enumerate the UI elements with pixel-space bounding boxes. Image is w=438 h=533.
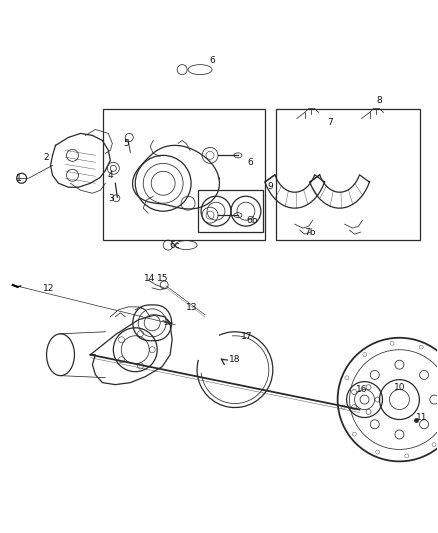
Bar (198, 190, 263, 232)
Text: 13: 13 (186, 303, 198, 312)
Text: 6: 6 (209, 56, 215, 65)
Bar (276, 109, 420, 240)
Text: 9: 9 (267, 182, 273, 191)
Text: 6: 6 (247, 158, 253, 167)
Text: 15: 15 (157, 274, 169, 284)
Text: 1: 1 (16, 174, 21, 183)
Text: 8: 8 (377, 96, 382, 105)
Text: 16: 16 (356, 385, 367, 394)
Text: 14: 14 (144, 274, 155, 284)
Text: 5: 5 (124, 139, 129, 148)
Text: 2: 2 (44, 153, 49, 162)
Text: 6c: 6c (170, 240, 180, 249)
Text: 18: 18 (229, 355, 241, 364)
Text: 3: 3 (109, 193, 114, 203)
Text: 17: 17 (241, 332, 253, 341)
Text: 11: 11 (416, 413, 427, 422)
Text: 4: 4 (108, 171, 113, 180)
Text: 12: 12 (43, 285, 54, 294)
Text: 7b: 7b (304, 228, 315, 237)
Bar (103, 109, 265, 240)
Text: 7: 7 (327, 118, 332, 127)
Text: 10: 10 (394, 383, 405, 392)
Text: 6b: 6b (246, 216, 258, 224)
